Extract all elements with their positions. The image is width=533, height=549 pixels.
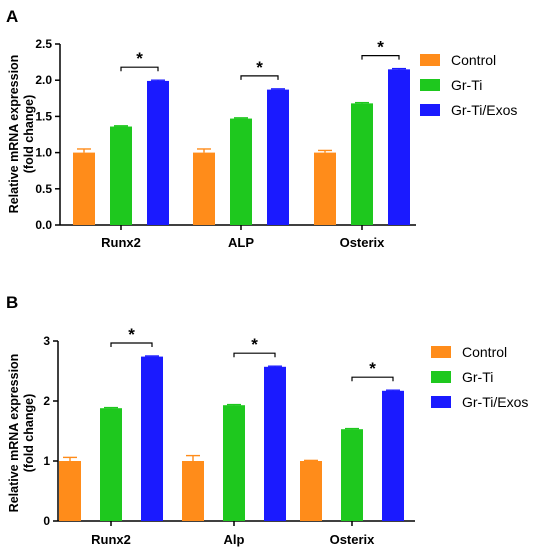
- panel-b-bar-gr-ti: [341, 429, 363, 521]
- panel-a-y-tick-label: 0.0: [35, 218, 52, 232]
- panel-a-significance-bracket: [120, 66, 159, 72]
- panel-a-legend-label: Control: [451, 52, 496, 68]
- panel-b-significance-bracket: [351, 376, 394, 382]
- panel-b-bar-gr-ti-exos: [141, 356, 163, 521]
- panel-a-significance-marker: *: [256, 58, 263, 77]
- panel-a-y-tick-label: 0.5: [35, 182, 52, 196]
- panel-b-bar-gr-ti-exos: [382, 390, 404, 521]
- panel-b-significance-bracket: [110, 342, 153, 347]
- panel-b-y-tick-label: 0: [43, 514, 50, 528]
- panel-a-bar-gr-ti: [230, 118, 252, 225]
- panel-b-legend-label: Control: [462, 344, 507, 360]
- panel-a-bar-gr-ti: [351, 103, 373, 225]
- panel-a-bar-control: [314, 152, 336, 225]
- panel-a-significance-bracket: [361, 55, 400, 60]
- panel-b-legend-swatch: [431, 396, 451, 408]
- panel-a-category-label: ALP: [228, 235, 254, 250]
- panel-a-bar-gr-ti-exos: [388, 69, 410, 225]
- panel-b-y-tick-label: 3: [43, 334, 50, 348]
- panel-a-y-axis-title-line: Relative mRNA expression: [7, 55, 21, 214]
- panel-a-legend-swatch: [420, 54, 440, 66]
- panel-b-significance-marker: *: [369, 359, 376, 378]
- panel-a-label: A: [6, 7, 18, 26]
- panel-a-y-tick-label: 2.5: [35, 37, 52, 51]
- panel-a-bar-gr-ti-exos: [147, 80, 169, 225]
- panel-b-significance-bracket: [233, 352, 276, 358]
- panel-b-category-label: Osterix: [330, 532, 376, 547]
- panel-b-bar-gr-ti: [100, 408, 122, 521]
- panel-a-legend-label: Gr-Ti: [451, 77, 482, 93]
- panel-b-legend-swatch: [431, 371, 451, 383]
- panel-b-y-tick-label: 1: [43, 454, 50, 468]
- panel-b-legend-swatch: [431, 346, 451, 358]
- panel-a-y-tick-label: 1.5: [35, 109, 52, 123]
- panel-a-significance-bracket: [240, 75, 279, 80]
- panel-b-bar-control: [182, 461, 204, 521]
- panel-b-y-tick-label: 2: [43, 394, 50, 408]
- panel-a-bar-gr-ti: [110, 126, 132, 225]
- panel-b-y-axis-title-line: (fold change): [22, 394, 36, 472]
- panel-b-bar-gr-ti: [223, 405, 245, 521]
- panel-b-category-label: Runx2: [91, 532, 131, 547]
- panel-a-y-axis-title-line: (fold change): [22, 95, 36, 173]
- panel-a-y-tick-label: 1.0: [35, 146, 52, 160]
- panel-a-category-label: Runx2: [101, 235, 141, 250]
- panel-b-category-label: Alp: [224, 532, 245, 547]
- panel-b-y-axis-title-line: Relative mRNA expression: [7, 354, 21, 513]
- panel-b-significance-marker: *: [251, 335, 258, 354]
- panel-a-legend-swatch: [420, 104, 440, 116]
- panel-a-significance-marker: *: [377, 38, 384, 57]
- panel-a-significance-marker: *: [136, 49, 143, 68]
- panel-a-category-label: Osterix: [340, 235, 386, 250]
- panel-b-bar-gr-ti-exos: [264, 366, 286, 521]
- panel-b-significance-marker: *: [128, 325, 135, 344]
- panel-a-bar-gr-ti-exos: [267, 89, 289, 225]
- panel-b-label: B: [6, 293, 18, 312]
- panel-a-legend-label: Gr-Ti/Exos: [451, 102, 517, 118]
- panel-b-legend-label: Gr-Ti/Exos: [462, 394, 528, 410]
- panel-b-bar-control: [300, 461, 322, 521]
- panel-b-legend-label: Gr-Ti: [462, 369, 493, 385]
- panel-a-bar-control: [193, 152, 215, 225]
- panel-a-y-tick-label: 2.0: [35, 73, 52, 87]
- panel-a-y-axis-title: Relative mRNA expression(fold change): [7, 55, 36, 214]
- panel-a-bar-control: [73, 152, 95, 225]
- panel-b-bar-control: [59, 461, 81, 521]
- panel-a-legend-swatch: [420, 79, 440, 91]
- panel-b-y-axis-title: Relative mRNA expression(fold change): [7, 354, 36, 513]
